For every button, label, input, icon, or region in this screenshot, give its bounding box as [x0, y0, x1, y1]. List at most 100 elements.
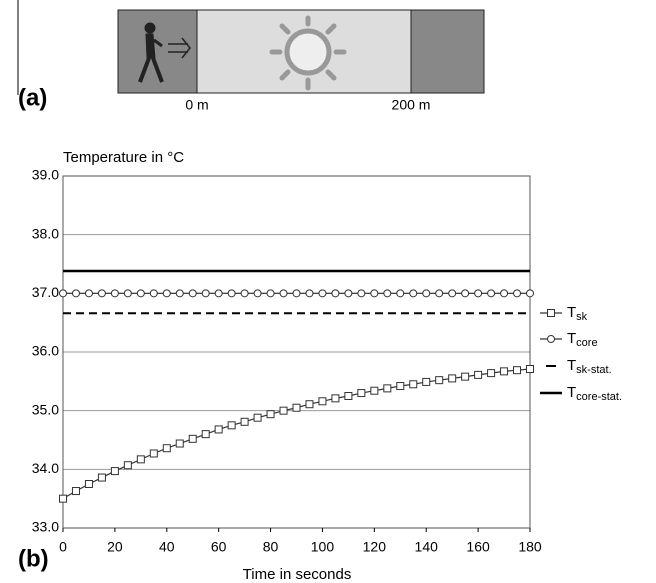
circle-marker — [500, 289, 509, 298]
end-zone — [410, 9, 485, 94]
square-marker — [227, 421, 236, 430]
circle-marker — [318, 289, 327, 298]
circle-marker — [448, 289, 457, 298]
distance-label: 200 m — [392, 97, 431, 113]
square-marker — [188, 434, 197, 443]
y-tick-label: 39.0 — [32, 167, 59, 183]
circle-marker — [461, 289, 470, 298]
sun-icon — [269, 15, 347, 91]
square-marker — [318, 397, 327, 406]
square-marker — [201, 430, 210, 439]
square-marker — [110, 467, 119, 476]
circle-marker — [487, 289, 496, 298]
panel-label: (b) — [18, 545, 49, 572]
circle-marker — [474, 289, 483, 298]
y-tick-label: 36.0 — [32, 343, 59, 359]
circle-marker — [357, 289, 366, 298]
legend-label: Tsk — [567, 304, 588, 323]
square-marker — [279, 406, 288, 415]
x-tick-label: 120 — [363, 539, 387, 555]
distance-label: 0 m — [185, 97, 208, 113]
circle-marker — [435, 289, 444, 298]
circle-marker — [383, 289, 392, 298]
square-marker — [240, 417, 249, 426]
square-marker — [97, 473, 106, 482]
legend-label: Tcore — [567, 330, 598, 349]
square-marker — [513, 366, 522, 375]
circle-marker — [344, 289, 353, 298]
square-marker — [84, 480, 93, 488]
square-marker — [357, 389, 366, 398]
legend-label: Tcore-stat. — [567, 384, 622, 403]
circle-marker — [370, 289, 379, 298]
square-marker — [331, 394, 340, 403]
circle-marker — [253, 289, 262, 298]
circle-marker — [266, 289, 275, 298]
circle-marker — [97, 289, 106, 298]
square-marker — [305, 400, 314, 409]
square-marker — [435, 376, 444, 385]
circle-marker — [123, 289, 132, 298]
circle-marker — [110, 289, 119, 298]
x-axis-title: Time in seconds — [243, 566, 352, 583]
square-marker — [396, 382, 405, 391]
square-marker — [175, 439, 184, 448]
square-marker — [266, 410, 275, 419]
square-marker — [409, 380, 418, 389]
x-tick-label: 0 — [59, 539, 67, 555]
y-axis-title: Temperature in °C — [63, 149, 184, 166]
square-marker — [136, 455, 145, 464]
square-marker — [461, 372, 470, 381]
circle-marker — [513, 289, 522, 298]
legend-marker — [547, 309, 555, 317]
circle-marker — [84, 289, 93, 298]
circle-marker — [279, 289, 288, 298]
x-tick-label: 100 — [311, 539, 335, 555]
x-tick-label: 40 — [159, 539, 175, 555]
square-marker — [344, 392, 353, 400]
square-marker — [123, 461, 132, 470]
y-tick-label: 34.0 — [32, 460, 59, 476]
circle-marker — [59, 289, 67, 298]
circle-marker — [331, 289, 340, 298]
x-tick-label: 180 — [518, 539, 542, 555]
circle-marker — [305, 289, 314, 298]
square-marker — [149, 449, 158, 458]
y-tick-label: 33.0 — [32, 519, 59, 535]
square-marker — [214, 425, 223, 434]
plot-frame — [62, 175, 531, 529]
square-marker — [500, 367, 509, 376]
circle-marker — [162, 289, 171, 298]
y-tick-label: 37.0 — [32, 284, 59, 300]
y-tick-label: 38.0 — [32, 225, 59, 241]
circle-marker — [227, 289, 236, 298]
circle-marker — [396, 289, 405, 298]
circle-marker — [201, 289, 210, 298]
walker-icon — [138, 22, 191, 83]
legend-label: Tsk-stat. — [567, 357, 612, 376]
circle-marker — [149, 289, 158, 298]
x-tick-label: 60 — [211, 539, 227, 555]
circle-marker — [175, 289, 184, 298]
square-marker — [474, 370, 483, 379]
y-tick-label: 35.0 — [32, 401, 59, 417]
square-marker — [487, 369, 496, 378]
square-marker — [253, 413, 262, 422]
square-marker — [448, 374, 457, 383]
x-tick-label: 160 — [466, 539, 490, 555]
square-marker — [422, 377, 431, 386]
square-marker — [370, 386, 379, 395]
x-tick-label: 80 — [263, 539, 279, 555]
square-marker — [71, 487, 80, 496]
legend-marker — [547, 335, 555, 343]
panel-label: (a) — [18, 84, 47, 111]
x-tick-label: 140 — [415, 539, 439, 555]
circle-marker — [422, 289, 431, 298]
series-line — [62, 368, 531, 500]
circle-marker — [136, 289, 145, 298]
circle-marker — [188, 289, 197, 298]
circle-marker — [240, 289, 249, 298]
circle-marker — [214, 289, 223, 298]
circle-marker — [526, 289, 534, 298]
